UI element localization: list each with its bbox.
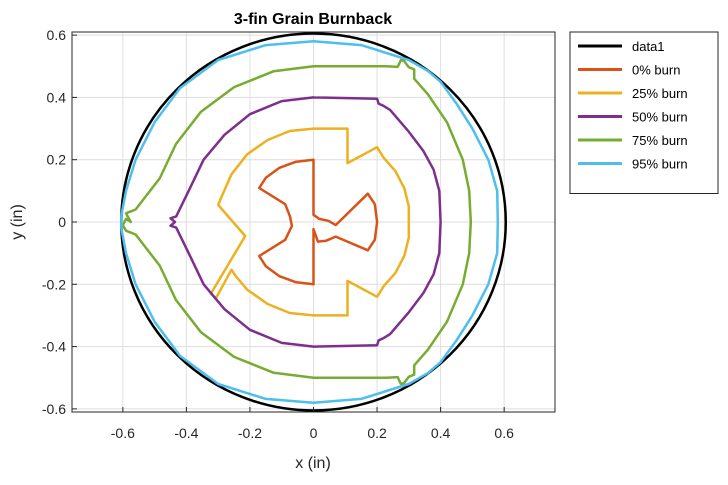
y-axis-label: y (in): [9, 204, 26, 240]
legend-label: 95% burn: [632, 157, 688, 172]
chart-title: 3-fin Grain Burnback: [234, 11, 392, 28]
series-95pct-burn: [120, 40, 500, 404]
series-0pct-burn: [257, 158, 379, 286]
legend-box: [569, 31, 719, 194]
x-tick-label: 0.2: [367, 425, 387, 441]
x-tick-label: 0: [310, 425, 318, 441]
x-tick-label: -0.4: [174, 425, 198, 441]
y-tick-label: 0.6: [47, 27, 67, 43]
y-tick-label: -0.6: [42, 401, 66, 417]
series-50pct-burn: [169, 96, 442, 348]
legend: data1 0% burn 25% burn 50% burn 75% burn 95% …: [569, 31, 719, 194]
y-tick-label: 0.4: [47, 89, 67, 105]
series-75pct-burn: [121, 58, 473, 386]
x-tick-label: -0.2: [238, 425, 262, 441]
y-tick-label: -0.2: [42, 276, 66, 292]
x-tick-label: -0.6: [111, 425, 135, 441]
x-tick-label: 0.6: [494, 425, 514, 441]
legend-label: 75% burn: [632, 133, 688, 148]
tick-layer: -0.6 -0.4 -0.2 0 0.2 0.4 0.6 -0.6 -0.4 -0.2 0 0.2 0.…: [42, 27, 514, 441]
x-axis-label: x (in): [295, 455, 331, 472]
legend-label: 0% burn: [632, 63, 680, 78]
legend-label: 50% burn: [632, 110, 688, 125]
grid-lines: [72, 32, 555, 412]
legend-label: 25% burn: [632, 86, 688, 101]
x-tick-label: 0.4: [431, 425, 451, 441]
legend-label: data1: [632, 39, 665, 54]
series-25pct-burn: [209, 127, 411, 317]
y-tick-label: -0.4: [42, 339, 66, 355]
y-tick-label: 0.2: [47, 152, 67, 168]
y-tick-label: 0: [58, 214, 66, 230]
